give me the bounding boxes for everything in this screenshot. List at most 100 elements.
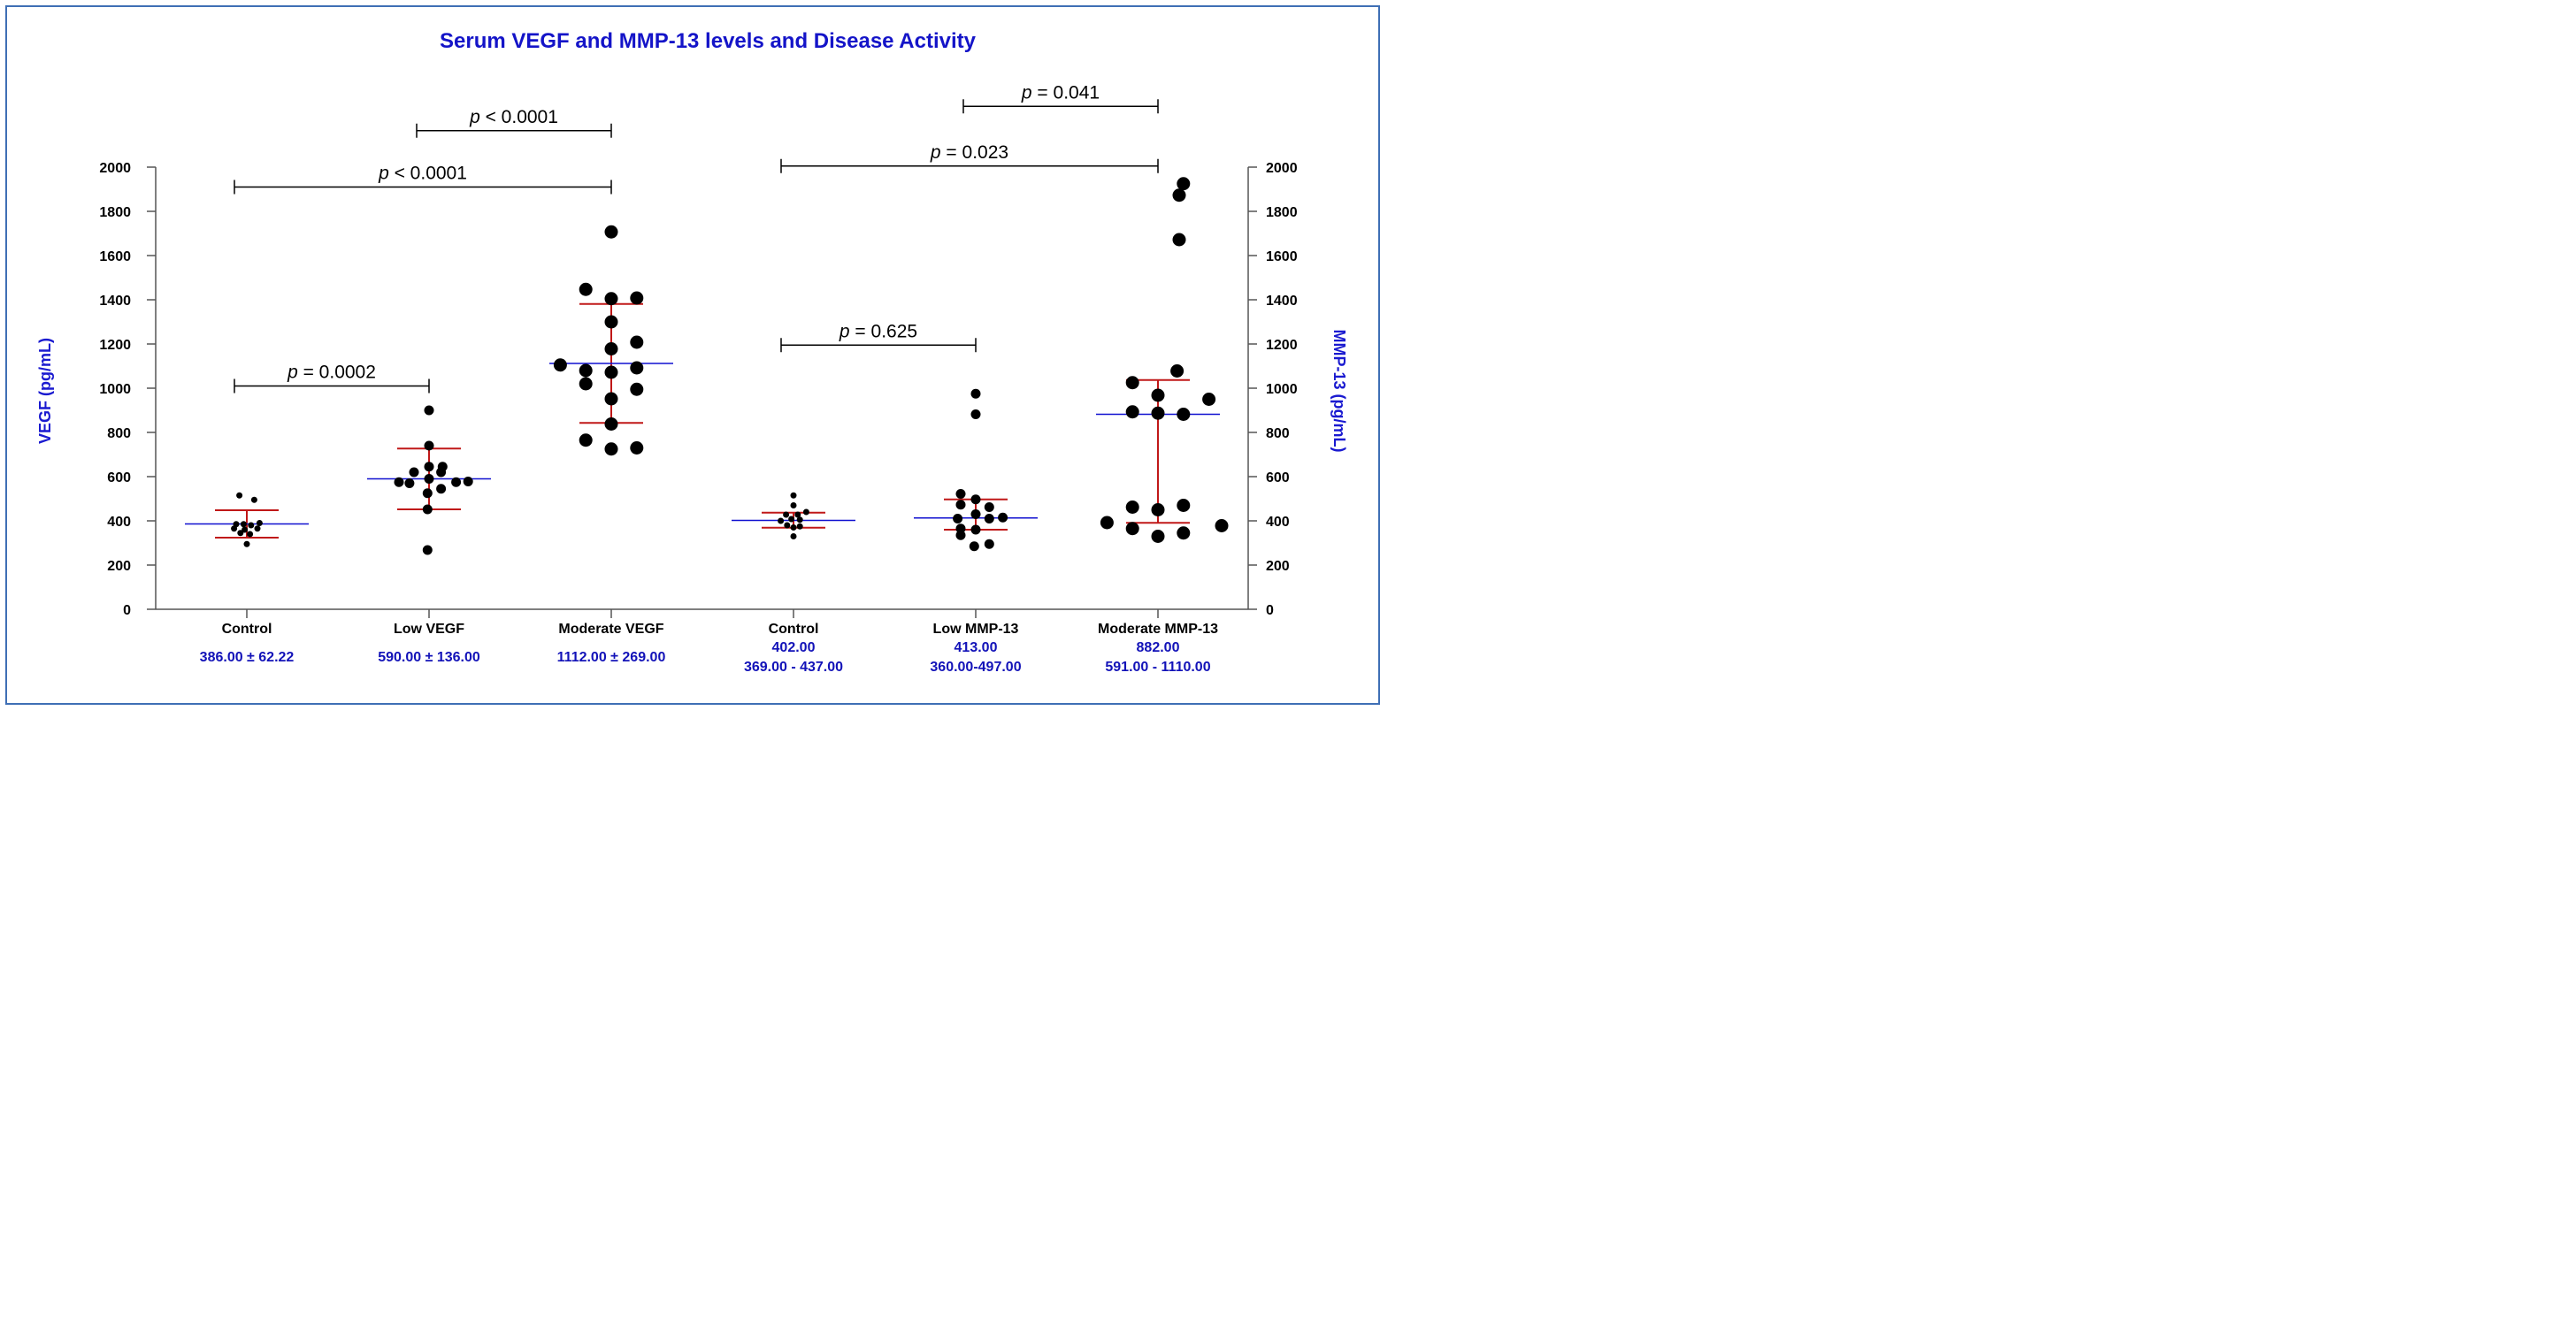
p-value-label: p < 0.0001 [378, 164, 467, 184]
stat-label: 882.00 [1137, 640, 1180, 655]
stat-label: 369.00 - 437.00 [744, 660, 843, 675]
left-y-tick-label: 600 [107, 470, 131, 485]
data-point [783, 511, 790, 518]
data-point [404, 478, 415, 488]
data-point [424, 474, 434, 484]
data-point [970, 524, 981, 535]
data-point [604, 315, 618, 329]
data-point [998, 512, 1008, 523]
data-point [970, 388, 981, 399]
data-point [955, 500, 966, 510]
comparison: p = 0.041 [962, 82, 1159, 114]
chart: Serum VEGF and MMP-13 levels and Disease… [36, 29, 1348, 675]
right-y-tick-label: 800 [1266, 426, 1290, 441]
data-point [604, 417, 618, 431]
right-y-tick-label: 1400 [1266, 294, 1298, 309]
data-point [237, 530, 244, 537]
data-point [243, 540, 250, 547]
data-point [1172, 233, 1186, 247]
data-point [955, 489, 966, 499]
category-label: Control [769, 622, 819, 637]
p-value-label: p = 0.625 [839, 321, 917, 341]
p-value: = 0.023 [941, 142, 1008, 163]
data-point [1170, 364, 1184, 378]
data-point [1202, 393, 1216, 406]
data-point [1125, 522, 1139, 536]
right-y-tick-label: 200 [1266, 559, 1290, 574]
right-y-tick-label: 2000 [1266, 161, 1298, 176]
p-symbol: p [469, 107, 480, 127]
data-point [790, 524, 797, 531]
stat-label: 413.00 [954, 640, 998, 655]
data-point [802, 508, 809, 516]
data-point [604, 442, 618, 456]
data-point [630, 441, 644, 455]
data-point [436, 484, 447, 494]
data-point [984, 514, 994, 523]
data-point [250, 496, 257, 503]
group: Moderate MMP-13 882.00 591.00 - 1110.00 [1096, 177, 1229, 675]
data-point [784, 522, 791, 529]
stat-label: 360.00-497.00 [930, 660, 1021, 675]
p-value: = 0.0002 [298, 363, 376, 383]
stat-label: 590.00 ± 136.00 [378, 650, 480, 665]
right-y-tick-label: 0 [1266, 603, 1274, 618]
category-label: Control [222, 622, 272, 637]
group: Moderate VEGF 1112.00 ± 269.00 [549, 225, 673, 665]
p-symbol: p [378, 164, 389, 184]
data-point [1177, 499, 1191, 512]
p-symbol: p [287, 363, 298, 383]
left-axis-title: VEGF (pg/mL) [36, 338, 54, 444]
p-value-label: p = 0.0002 [287, 363, 376, 383]
category-label: Low MMP-13 [933, 622, 1019, 637]
right-y-tick-label: 1600 [1266, 249, 1298, 264]
p-value-label: p < 0.0001 [469, 107, 558, 127]
right-y-tick-label: 400 [1266, 515, 1290, 530]
group: Control 386.00 ± 62.22 [185, 492, 309, 665]
data-point [256, 520, 263, 526]
comparison: p = 0.023 [780, 142, 1159, 173]
data-point [422, 504, 433, 515]
p-value-label: p = 0.023 [930, 142, 1008, 163]
data-point [955, 530, 966, 540]
comparison: p < 0.0001 [234, 164, 612, 195]
data-point [794, 511, 801, 518]
p-value-label: p = 0.041 [1021, 82, 1100, 103]
data-point [436, 467, 447, 478]
data-point [796, 516, 803, 523]
data-point [604, 342, 618, 355]
data-point [451, 477, 462, 487]
right-y-tick-label: 1800 [1266, 205, 1298, 220]
group: Control 402.00 369.00 - 437.00 [732, 492, 855, 675]
p-value: < 0.0001 [480, 107, 558, 127]
data-point [1100, 516, 1114, 530]
p-value: < 0.0001 [389, 164, 467, 184]
data-point [778, 517, 785, 524]
data-point [231, 525, 238, 532]
axes: 0 0 200 200 400 400 600 600 800 800 1000 1000 1200 12… [99, 161, 1297, 618]
comparison: p < 0.0001 [416, 107, 612, 138]
comparison: p = 0.625 [780, 321, 977, 353]
group: Low MMP-13 413.00 360.00-497.00 [914, 388, 1038, 675]
data-point [604, 365, 618, 379]
left-y-tick-label: 2000 [99, 161, 131, 176]
chart-frame [5, 5, 1380, 705]
comparison: p = 0.0002 [234, 363, 430, 394]
data-point [630, 291, 644, 305]
data-point [422, 545, 433, 555]
data-point [248, 522, 255, 529]
data-point [240, 521, 247, 528]
data-point [1151, 388, 1165, 402]
data-point [1125, 501, 1139, 514]
data-point [788, 516, 795, 523]
data-point [790, 533, 797, 539]
left-y-tick-label: 1600 [99, 249, 131, 264]
data-point [422, 488, 433, 499]
p-symbol: p [839, 321, 850, 341]
left-y-tick-label: 200 [107, 559, 131, 574]
data-point [796, 523, 803, 530]
data-point [1151, 503, 1165, 516]
data-point [242, 526, 249, 533]
data-point [970, 409, 981, 419]
